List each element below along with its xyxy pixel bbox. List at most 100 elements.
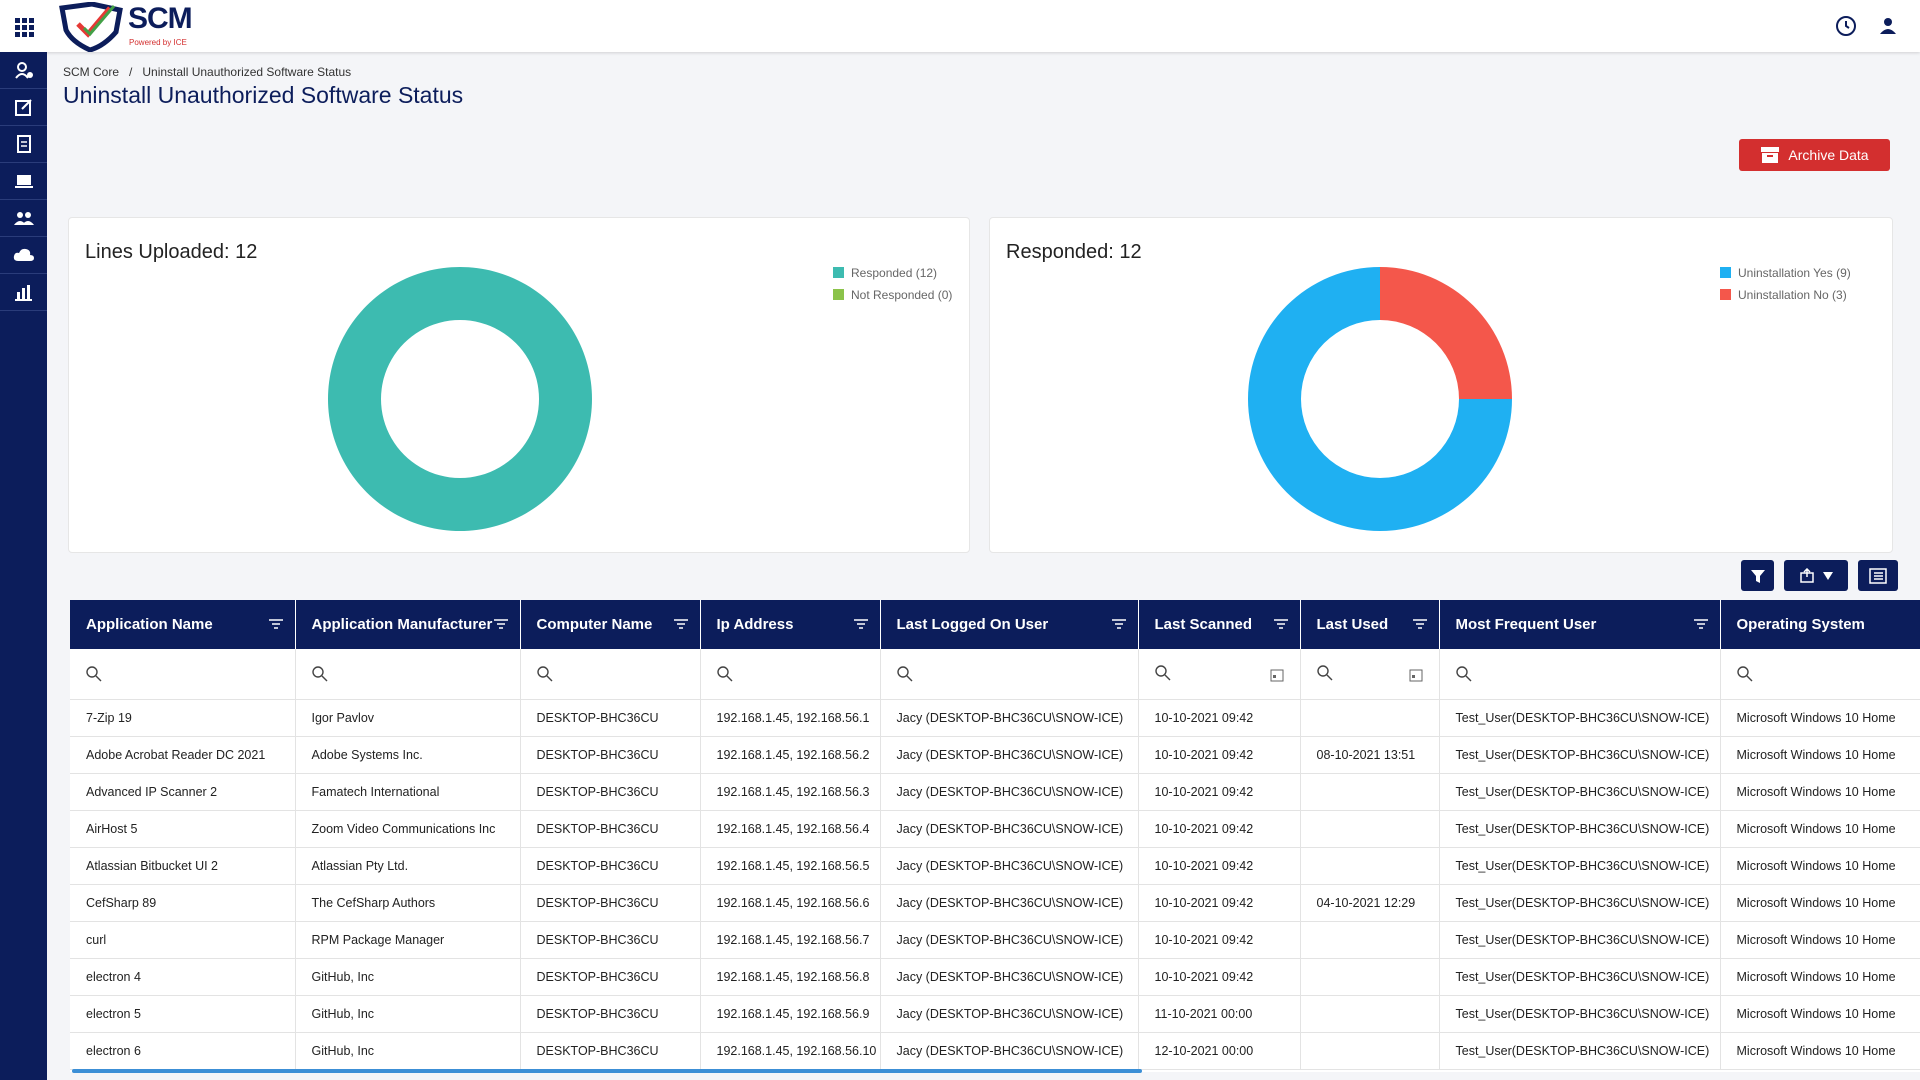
cell-text: Jacy (DESKTOP-BHC36CU\SNOW-ICE) (896, 895, 1124, 910)
nav-cloud[interactable] (0, 237, 47, 274)
cell: Microsoft Windows 10 Home (1720, 810, 1920, 848)
column-menu[interactable] (673, 618, 688, 630)
cell: 10-10-2021 09:42 (1138, 699, 1301, 737)
apps-menu[interactable] (12, 0, 62, 52)
cell (1300, 810, 1440, 848)
logo-mark (59, 2, 123, 52)
column-menu[interactable] (268, 618, 283, 630)
menu-icon (1693, 619, 1708, 629)
column-menu[interactable] (1273, 618, 1288, 630)
cell: 7-Zip 19 (70, 699, 296, 737)
legend-label: Uninstallation No (3) (1738, 288, 1847, 302)
columns-button[interactable] (1858, 560, 1898, 591)
cell-text: Zoom Video Communications Inc (311, 821, 496, 836)
menu-icon (1111, 619, 1126, 629)
cell-text: Test_User(DESKTOP-BHC36CU\SNOW-ICE) (1455, 784, 1710, 799)
user-icon[interactable] (1876, 14, 1900, 38)
cell: DESKTOP-BHC36CU (520, 884, 701, 922)
cell: GitHub, Inc (295, 958, 521, 996)
cell: 192.168.1.45, 192.168.56.5 (700, 847, 881, 885)
cell-text: 08-10-2021 13:51 (1316, 747, 1416, 762)
archive-label: Archive Data (1788, 147, 1869, 163)
search-icon (86, 666, 102, 682)
chart-title: Lines Uploaded: 12 (85, 241, 257, 263)
history-icon[interactable] (1834, 14, 1858, 38)
column-title: Ip Address (716, 616, 794, 633)
breadcrumb: SCM Core / Uninstall Unauthorized Software… (63, 65, 361, 79)
cell: curl (70, 921, 296, 959)
cell-text: AirHost 5 (86, 821, 138, 836)
cell: 192.168.1.45, 192.168.56.10 (700, 1032, 881, 1070)
search-glyph (95, 675, 102, 682)
column-title: Application Name (86, 616, 213, 633)
header-row: Application Name Application Manufacturer… (70, 600, 1920, 649)
chart: Lines Uploaded: 12 Responded (12) Not Resp… (85, 241, 952, 531)
cell-text: DESKTOP-BHC36CU (536, 895, 659, 910)
cell (1300, 699, 1440, 737)
column-menu[interactable] (493, 618, 508, 630)
filter-button[interactable] (1741, 560, 1774, 591)
cell: Famatech International (295, 773, 521, 811)
cell-text: DESKTOP-BHC36CU (536, 747, 659, 762)
breadcrumb-link[interactable]: SCM Core (63, 65, 120, 79)
search-glyph (1326, 674, 1332, 681)
nav-groups[interactable] (0, 200, 47, 237)
cell-text: Microsoft Windows 10 Home (1736, 710, 1896, 725)
column-title: Last Used (1316, 616, 1389, 633)
search-glyph (896, 666, 909, 678)
cell: Jacy (DESKTOP-BHC36CU\SNOW-ICE) (880, 921, 1139, 959)
donut-segment (1380, 267, 1512, 399)
column-header: Last Used (1300, 600, 1440, 649)
nav-document[interactable] (0, 126, 47, 163)
cell (1300, 1032, 1440, 1070)
cell-text: Jacy (DESKTOP-BHC36CU\SNOW-ICE) (896, 710, 1124, 725)
cell-text: Jacy (DESKTOP-BHC36CU\SNOW-ICE) (896, 858, 1124, 873)
nav-edit[interactable] (0, 89, 47, 126)
sidebar (0, 52, 47, 1080)
nav-computer[interactable] (0, 163, 47, 200)
cell: DESKTOP-BHC36CU (520, 921, 701, 959)
archive-button[interactable]: Archive Data (1739, 139, 1890, 171)
cell-text: Jacy (DESKTOP-BHC36CU\SNOW-ICE) (896, 747, 1124, 762)
column-menu[interactable] (853, 618, 868, 630)
cell: DESKTOP-BHC36CU (520, 810, 701, 848)
cell-text: 11-10-2021 00:00 (1154, 1006, 1253, 1021)
cell-text: Microsoft Windows 10 Home (1736, 821, 1896, 836)
cell: DESKTOP-BHC36CU (520, 995, 701, 1033)
cell-text: Test_User(DESKTOP-BHC36CU\SNOW-ICE) (1455, 1043, 1710, 1058)
cell: GitHub, Inc (295, 1032, 521, 1070)
cell: 192.168.1.45, 192.168.56.3 (700, 773, 881, 811)
menu-icon (268, 619, 283, 629)
cell-text: electron 5 (86, 1006, 141, 1021)
cell-text: Adobe Systems Inc. (311, 747, 423, 762)
cell: electron 5 (70, 995, 296, 1033)
column-menu[interactable] (1412, 618, 1427, 630)
cell: 04-10-2021 12:29 (1300, 884, 1440, 922)
search-icon (1316, 665, 1332, 681)
legend-label: Not Responded (0) (851, 288, 952, 302)
column-header: Computer Name (520, 600, 701, 649)
horizontal-scrollbar[interactable] (72, 1069, 1142, 1073)
cell-text: Microsoft Windows 10 Home (1736, 969, 1896, 984)
menu-icon (1273, 619, 1288, 629)
data-row: electron 4 GitHub, Inc DESKTOP-BHC36CU 192.… (70, 958, 1920, 996)
top-bar: SCM Powered by ICE (0, 0, 1920, 52)
nav-reports[interactable] (0, 274, 47, 311)
cell-text: Test_User(DESKTOP-BHC36CU\SNOW-ICE) (1455, 1006, 1710, 1021)
column-title: Operating System (1736, 616, 1865, 633)
search-icon (1154, 665, 1170, 681)
column-header: Most Frequent User (1439, 600, 1721, 649)
cell-text: Atlassian Bitbucket UI 2 (86, 858, 219, 873)
search-icon (716, 666, 732, 682)
cell: 10-10-2021 09:42 (1138, 736, 1301, 774)
export-button[interactable] (1784, 560, 1848, 591)
cell: Test_User(DESKTOP-BHC36CU\SNOW-ICE) (1439, 699, 1721, 737)
cell: 192.168.1.45, 192.168.56.2 (700, 736, 881, 774)
column-title: Last Logged On User (896, 616, 1049, 633)
donut-segment (327, 267, 592, 531)
table-toolbar (1741, 560, 1898, 591)
column-menu[interactable] (1693, 618, 1708, 630)
column-menu[interactable] (1111, 618, 1126, 630)
search-glyph (1316, 665, 1329, 677)
nav-users[interactable] (0, 52, 47, 89)
